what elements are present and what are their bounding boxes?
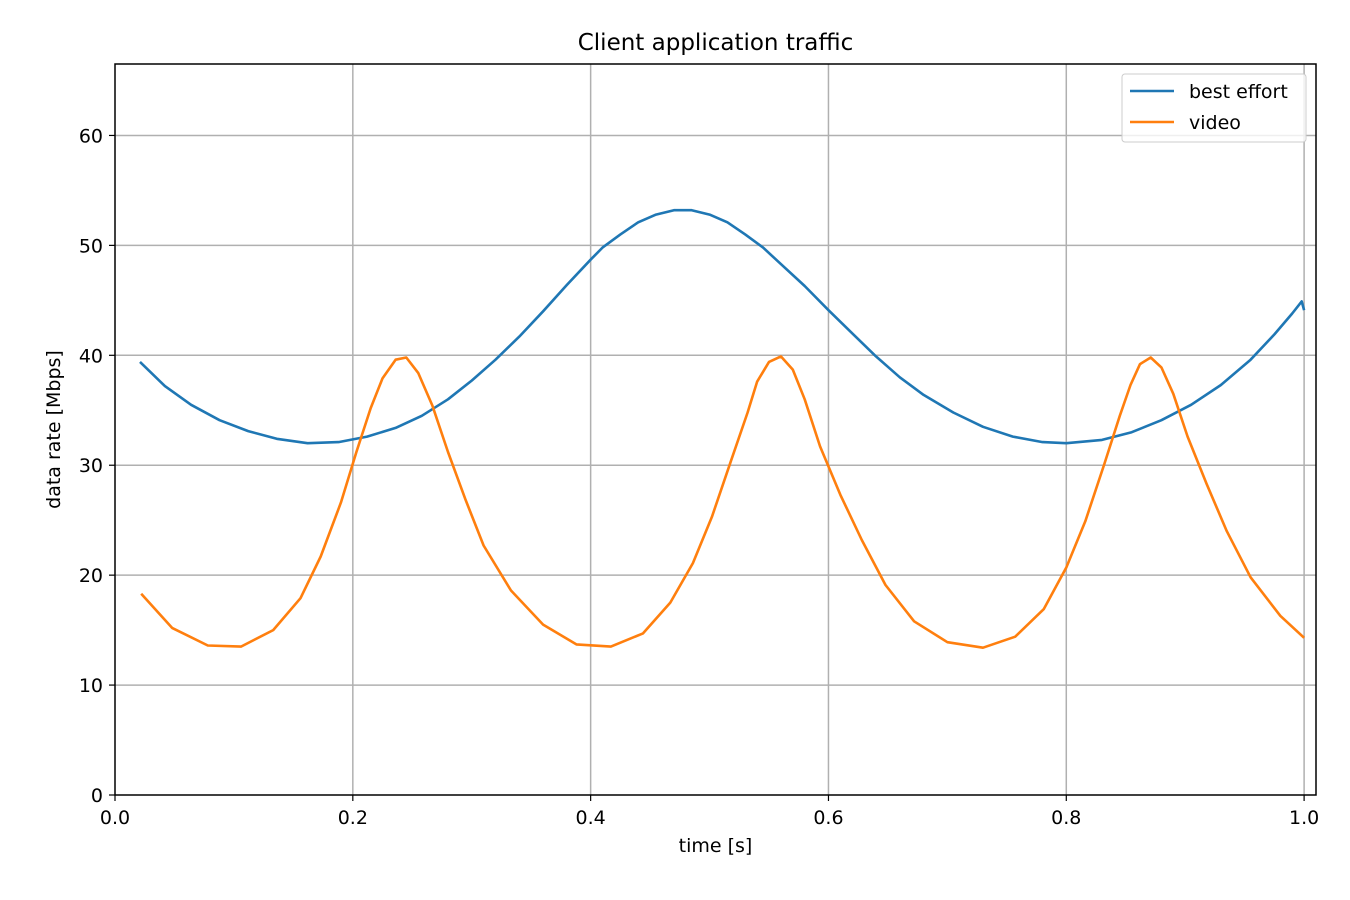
plot-frame — [114, 63, 1317, 796]
grid — [115, 64, 1316, 795]
y-tick-label: 0 — [91, 785, 103, 807]
legend-label-best-effort: best effort — [1189, 81, 1288, 103]
legend: best effort video — [1121, 73, 1307, 143]
y-tick-label: 50 — [79, 235, 103, 257]
y-tick-label: 30 — [79, 455, 103, 477]
x-tick-label: 1.0 — [1289, 807, 1319, 829]
chart-title: Client application traffic — [578, 30, 854, 56]
series-lines — [139, 208, 1306, 649]
y-tick-label: 40 — [79, 345, 103, 367]
series-line-best-effort — [139, 208, 1306, 445]
x-tick-label: 0.2 — [338, 807, 368, 829]
x-tick-label: 0.0 — [100, 807, 130, 829]
x-tick-label: 0.6 — [813, 807, 843, 829]
y-tick-label: 60 — [79, 125, 103, 147]
y-tick-label: 20 — [79, 565, 103, 587]
y-axis-title: data rate [Mbps] — [43, 350, 65, 509]
x-axis-title: time [s] — [679, 835, 753, 857]
y-tick-label: 10 — [79, 675, 103, 697]
axis-ticks: 0.0 0.2 0.4 0.6 0.8 1.0 0 10 20 30 40 50 60 — [79, 125, 1319, 829]
legend-label-video: video — [1189, 112, 1241, 134]
x-tick-label: 0.4 — [576, 807, 606, 829]
x-tick-label: 0.8 — [1051, 807, 1081, 829]
series-line-video — [140, 355, 1305, 649]
